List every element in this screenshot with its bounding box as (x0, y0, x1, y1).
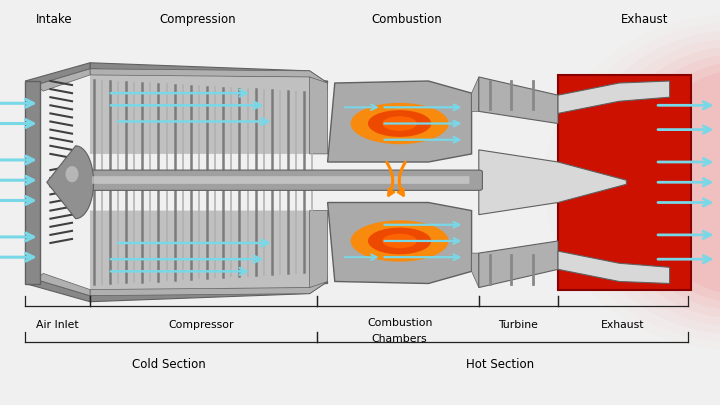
Polygon shape (90, 275, 328, 296)
Ellipse shape (351, 220, 449, 262)
FancyBboxPatch shape (86, 170, 482, 190)
Ellipse shape (368, 228, 431, 254)
Polygon shape (472, 253, 479, 288)
Polygon shape (90, 63, 328, 83)
Polygon shape (472, 77, 479, 111)
Text: Intake: Intake (36, 13, 72, 26)
Text: Combustion: Combustion (372, 13, 442, 26)
Text: Exhaust: Exhaust (621, 13, 668, 26)
Ellipse shape (351, 103, 449, 144)
Polygon shape (479, 77, 558, 124)
Polygon shape (558, 81, 670, 113)
Ellipse shape (66, 166, 78, 182)
Polygon shape (90, 281, 328, 302)
FancyBboxPatch shape (558, 75, 691, 290)
FancyBboxPatch shape (25, 81, 40, 284)
Text: Chambers: Chambers (372, 334, 428, 344)
Text: Turbine: Turbine (498, 320, 539, 330)
Text: Air Inlet: Air Inlet (36, 320, 79, 330)
Polygon shape (479, 241, 558, 288)
Ellipse shape (368, 110, 431, 137)
Text: Combustion: Combustion (367, 318, 432, 328)
Polygon shape (36, 273, 90, 296)
Polygon shape (310, 211, 328, 288)
Polygon shape (479, 150, 626, 215)
Ellipse shape (382, 116, 417, 131)
Polygon shape (25, 63, 90, 85)
Polygon shape (47, 146, 94, 219)
Polygon shape (90, 69, 328, 89)
Polygon shape (310, 77, 328, 154)
Polygon shape (90, 75, 328, 154)
Ellipse shape (630, 63, 720, 302)
Polygon shape (25, 279, 90, 302)
Polygon shape (328, 202, 472, 284)
Polygon shape (90, 211, 328, 290)
Polygon shape (328, 81, 472, 162)
Ellipse shape (644, 71, 720, 294)
Polygon shape (558, 251, 670, 284)
Polygon shape (36, 69, 90, 91)
Text: Compression: Compression (160, 13, 236, 26)
Text: Cold Section: Cold Section (132, 358, 206, 371)
Text: Hot Section: Hot Section (467, 358, 534, 371)
Text: Compressor: Compressor (169, 320, 234, 330)
Text: Exhaust: Exhaust (601, 320, 644, 330)
FancyBboxPatch shape (92, 176, 469, 184)
Ellipse shape (382, 234, 417, 248)
